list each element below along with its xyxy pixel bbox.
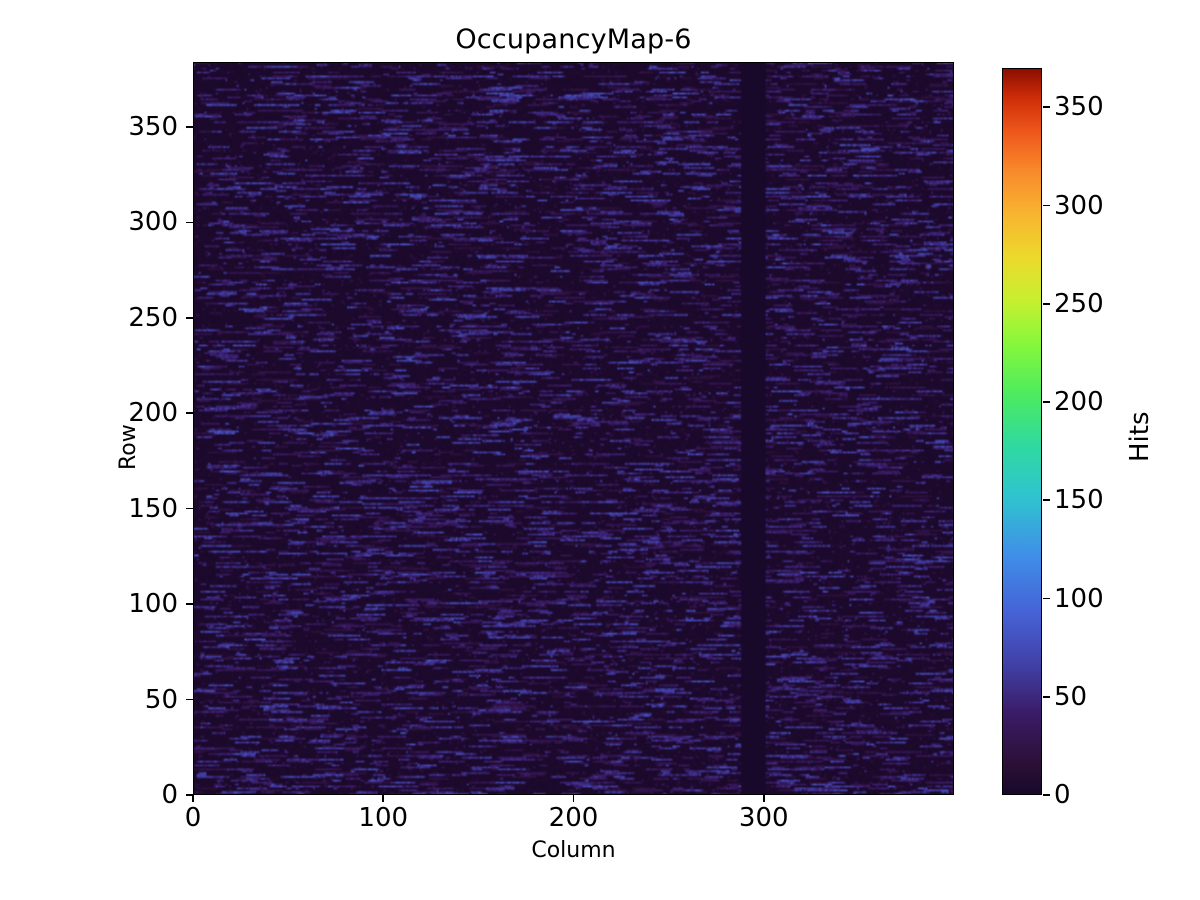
colorbar-tick-mark [1043, 302, 1050, 305]
colorbar-gradient [1002, 68, 1042, 795]
y-tick-mark [186, 603, 193, 605]
y-tick-label: 150 [128, 493, 178, 524]
x-tick-label: 300 [738, 803, 789, 833]
y-tick-label: 100 [128, 589, 178, 620]
y-axis-label: Row [116, 424, 141, 470]
y-tick-label: 0 [161, 780, 178, 810]
y-tick-mark [186, 316, 193, 319]
colorbar-tick-label: 0 [1054, 780, 1071, 810]
colorbar-tick-mark [1043, 695, 1050, 698]
y-tick-mark [186, 698, 193, 701]
y-tick-label: 200 [128, 398, 178, 429]
colorbar-tick-label: 350 [1054, 92, 1104, 123]
colorbar-tick-mark [1043, 794, 1050, 796]
colorbar-label: Hits [1125, 411, 1155, 462]
y-tick-mark [186, 412, 193, 415]
colorbar-tick-label: 50 [1054, 681, 1088, 712]
y-tick-label: 250 [128, 302, 178, 333]
x-axis-label: Column [531, 838, 616, 863]
colorbar-tick-label: 250 [1054, 288, 1104, 319]
y-tick-mark [186, 507, 193, 510]
x-tick-mark [762, 795, 765, 802]
colorbar-tick-label: 300 [1054, 190, 1104, 221]
y-tick-label: 300 [128, 207, 178, 238]
y-tick-mark [186, 221, 193, 224]
x-tick-mark [572, 795, 575, 802]
colorbar-tick-mark [1043, 204, 1050, 207]
y-tick-label: 350 [128, 111, 178, 142]
colorbar[interactable] [1002, 68, 1042, 795]
y-tick-mark [186, 126, 193, 128]
x-tick-mark [382, 795, 385, 802]
colorbar-tick-label: 100 [1054, 583, 1104, 614]
chart-title: OccupancyMap-6 [455, 24, 692, 55]
heatmap-image [193, 62, 954, 795]
x-tick-mark [192, 795, 194, 802]
colorbar-tick-label: 150 [1054, 485, 1104, 516]
colorbar-tick-mark [1043, 597, 1050, 600]
y-tick-mark [186, 794, 193, 796]
colorbar-tick-label: 200 [1054, 387, 1104, 418]
y-tick-label: 50 [144, 684, 178, 715]
x-tick-label: 200 [548, 803, 599, 833]
heatmap-plot-area[interactable] [193, 62, 954, 795]
colorbar-tick-mark [1043, 499, 1050, 502]
colorbar-tick-mark [1043, 401, 1050, 403]
colorbar-tick-mark [1043, 106, 1050, 109]
x-tick-label: 0 [184, 803, 202, 833]
x-tick-label: 100 [358, 803, 409, 833]
